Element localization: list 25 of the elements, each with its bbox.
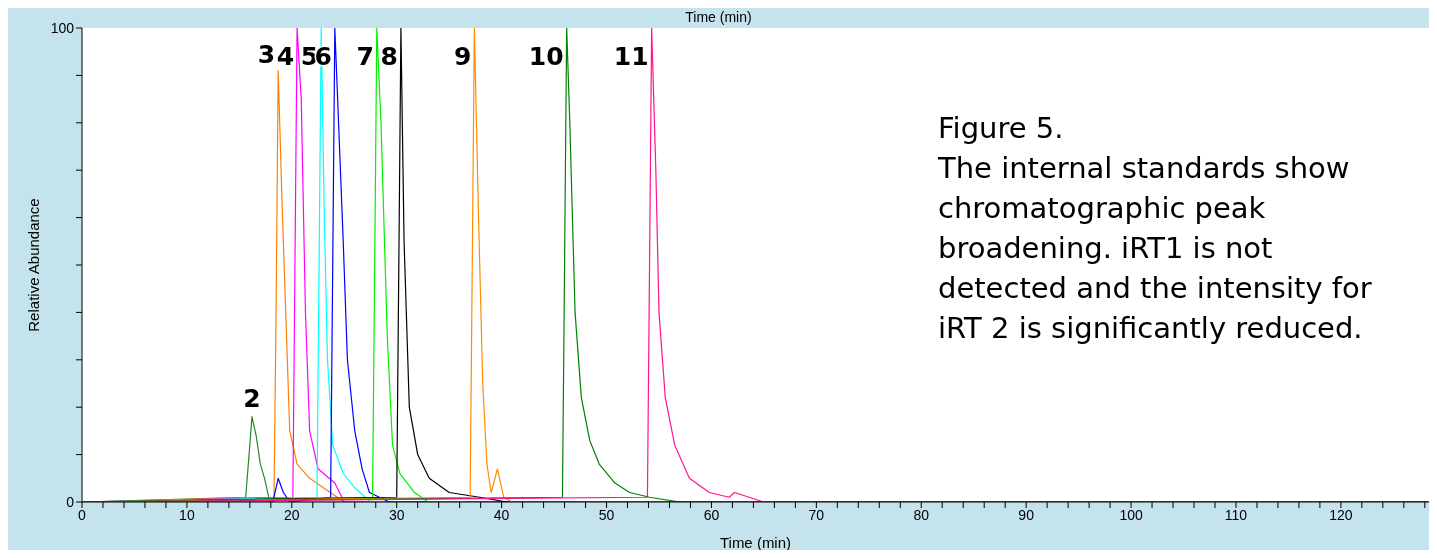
x-tick-label: 30 [388,506,405,523]
annotation: 3 [257,40,276,70]
x-tick-label: 0 [78,506,87,523]
annotation: 11 [613,41,649,71]
annotation: 4 [276,41,295,71]
x-tick-label: 20 [284,506,300,523]
x-tick-label: 60 [703,506,720,523]
annotation: 10 [528,41,564,71]
x-tick-label: 80 [913,506,930,523]
annotation: 9 [453,41,472,71]
annotation: 2 [243,384,261,414]
annotation: Figure 5. [938,110,1065,147]
x-tick-label: 70 [808,506,825,523]
y-axis-title: Relative Abundance [25,198,43,332]
x-tick-label: 90 [1018,506,1035,523]
annotation: 7 [356,41,374,71]
annotation: The internal standards show chromatographic peak broadening. iRT1 is not detected and the intensity for iRT 2 is significantly reduced. [938,150,1373,347]
x-tick-label: 110 [1224,506,1248,523]
x-tick-label: 10 [179,506,195,523]
x-tick-label: 40 [493,506,510,523]
x-tick-label: 100 [1119,506,1143,523]
x-tick-label: 120 [1329,506,1353,523]
x-tick-label: 50 [598,506,615,523]
text: Time (min) [685,9,752,25]
annotation: 8 [380,41,398,71]
